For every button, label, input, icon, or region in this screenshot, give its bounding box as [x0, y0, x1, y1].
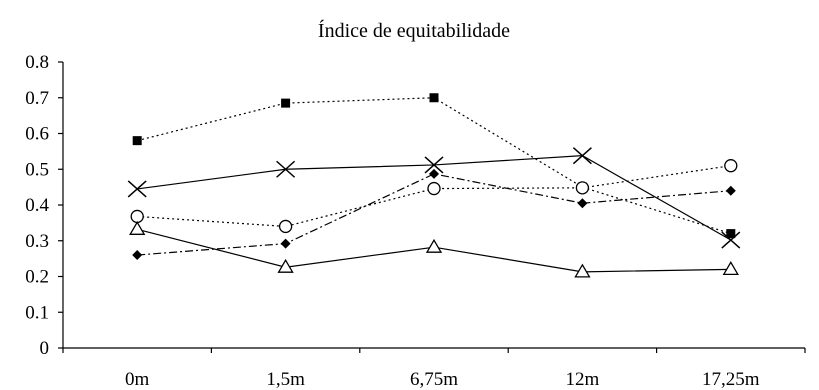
point-marker-circle	[724, 159, 738, 173]
point-marker-triangle	[574, 263, 591, 278]
point-marker-diamond	[577, 198, 588, 209]
y-tick-label: 0.7	[25, 88, 49, 109]
series-1	[127, 147, 741, 249]
y-tick-label: 0.1	[25, 302, 49, 323]
series-4	[129, 221, 739, 278]
point-marker-triangle	[722, 261, 739, 275]
point-marker-x	[424, 156, 444, 174]
point-marker-square	[726, 229, 736, 239]
y-tick-label: 0.6	[25, 124, 49, 145]
x-tick-label: 0m	[125, 369, 150, 390]
point-marker-diamond	[429, 168, 439, 179]
point-marker-circle	[575, 181, 590, 195]
x-tick-label: 12m	[566, 369, 600, 390]
x-tick-label: 6,75m	[410, 369, 458, 390]
point-marker-circle	[427, 181, 441, 196]
point-marker-x	[721, 231, 741, 249]
point-marker-circle	[130, 209, 144, 224]
point-marker-x	[127, 180, 147, 198]
y-tick-label: 0.4	[25, 195, 49, 216]
series-3	[132, 168, 736, 261]
point-marker-diamond	[725, 185, 736, 196]
point-marker-square	[132, 136, 142, 146]
y-tick-label: 0.2	[25, 267, 49, 288]
point-marker-diamond	[280, 238, 291, 249]
point-marker-square	[429, 93, 439, 103]
x-tick-label: 17,25m	[702, 369, 760, 390]
point-marker-square	[281, 98, 291, 108]
series-line	[137, 173, 731, 256]
series-2	[130, 159, 738, 234]
point-marker-triangle	[425, 238, 443, 253]
point-marker-circle	[278, 219, 293, 234]
chart-title: Índice de equitabilidade	[318, 19, 510, 42]
point-marker-triangle	[277, 258, 294, 273]
axes: 0 0.1 0.2 0.3 0.4 0.5 0.6 0.7 0.8 0m 1,5m 6,75m 12m 1…	[25, 52, 806, 390]
y-tick-label: 0	[40, 338, 50, 359]
series-layer	[127, 93, 741, 278]
point-marker-triangle	[129, 221, 146, 235]
y-tick-label: 0.5	[25, 159, 49, 180]
point-marker-x	[572, 147, 592, 165]
point-marker-diamond	[132, 250, 143, 261]
point-marker-x	[276, 160, 296, 178]
y-tick-label: 0.3	[25, 231, 49, 252]
x-tick-label: 1,5m	[266, 369, 305, 390]
y-tick-label: 0.8	[25, 52, 49, 73]
